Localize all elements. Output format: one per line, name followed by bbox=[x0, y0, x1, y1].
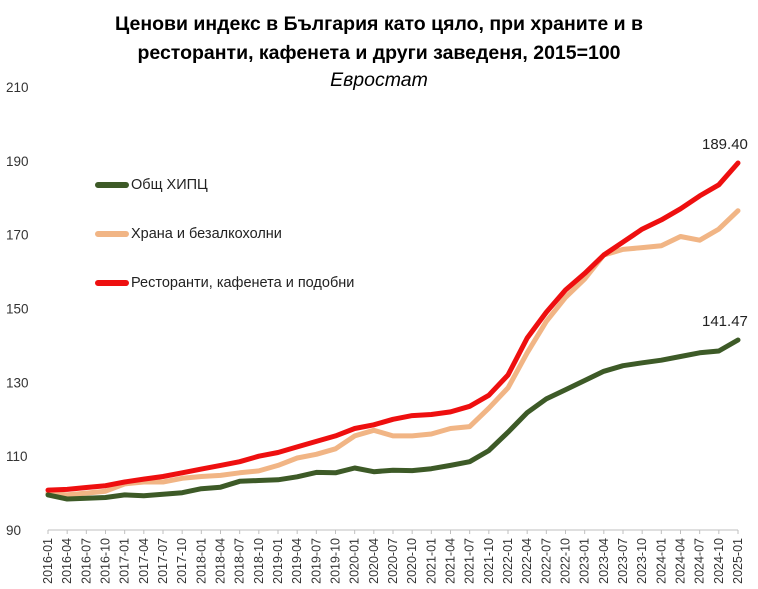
end-value-label: 141.47 bbox=[702, 313, 748, 330]
chart-title-line-1: Ценови индекс в България като цяло, при … bbox=[115, 13, 643, 35]
legend-swatch-overall bbox=[95, 182, 129, 188]
y-tick-label: 150 bbox=[6, 302, 29, 317]
x-tick-label: 2019-04 bbox=[290, 538, 304, 584]
x-axis: 2016-01 2016-04 2016-07 2016-10 2017-01 2017-… bbox=[41, 529, 745, 584]
x-tick-label: 2023-04 bbox=[597, 538, 611, 584]
y-tick-label: 190 bbox=[6, 154, 29, 169]
y-tick-label: 210 bbox=[6, 80, 29, 95]
x-tick-label: 2017-04 bbox=[137, 538, 151, 584]
legend-item-overall: Общ ХИПЦ bbox=[95, 175, 208, 195]
x-tick-label: 2024-04 bbox=[674, 538, 688, 584]
x-tick-label: 2016-07 bbox=[79, 538, 93, 584]
x-tick-label: 2021-01 bbox=[424, 538, 438, 584]
x-tick-label: 2016-04 bbox=[60, 538, 74, 584]
x-tick-label: 2016-01 bbox=[41, 538, 55, 584]
legend-label-restaurants: Ресторанти, кафенета и подобни bbox=[131, 275, 355, 291]
legend-swatch-restaurants bbox=[95, 280, 129, 286]
x-tick-label: 2019-01 bbox=[271, 538, 285, 584]
x-tick-label: 2025-01 bbox=[731, 538, 745, 584]
x-tick-label: 2022-01 bbox=[501, 538, 515, 584]
x-tick-label: 2022-04 bbox=[520, 538, 534, 584]
x-tick-label: 2024-07 bbox=[693, 538, 707, 584]
x-tick-label: 2021-07 bbox=[463, 538, 477, 584]
y-axis: 90 110 130 150 170 190 210 bbox=[6, 80, 29, 538]
series-line-restaurants bbox=[45, 160, 741, 493]
x-tick-label: 2021-04 bbox=[444, 538, 458, 584]
legend-item-restaurants: Ресторанти, кафенета и подобни bbox=[95, 273, 354, 293]
series-line-overall bbox=[45, 337, 741, 502]
y-tick-label: 110 bbox=[6, 449, 28, 464]
x-tick-label: 2024-01 bbox=[654, 538, 668, 584]
x-tick-label: 2019-10 bbox=[329, 538, 343, 584]
legend-item-food: Храна и безалкохолни bbox=[95, 224, 282, 244]
series-line-food bbox=[45, 208, 741, 498]
x-tick-label: 2018-01 bbox=[194, 538, 208, 584]
legend-swatch-food bbox=[95, 231, 129, 237]
x-tick-label: 2019-07 bbox=[309, 538, 323, 584]
chart-title: Ценови индекс в България като цяло, при … bbox=[0, 10, 758, 68]
x-tick-label: 2020-10 bbox=[405, 538, 419, 584]
legend-label-food: Храна и безалкохолни bbox=[131, 226, 282, 242]
x-tick-label: 2023-01 bbox=[578, 538, 592, 584]
y-tick-label: 130 bbox=[6, 375, 29, 390]
y-tick-label: 170 bbox=[6, 228, 29, 243]
x-tick-label: 2018-10 bbox=[252, 538, 266, 584]
x-tick-label: 2017-07 bbox=[156, 538, 170, 584]
x-tick-label: 2024-10 bbox=[712, 538, 726, 584]
x-tick-label: 2021-10 bbox=[482, 538, 496, 584]
x-tick-label: 2018-07 bbox=[233, 538, 247, 584]
end-value-label: 189.40 bbox=[702, 136, 748, 153]
x-tick-label: 2020-04 bbox=[367, 538, 381, 584]
series-lines bbox=[45, 160, 741, 502]
x-tick-label: 2017-01 bbox=[118, 538, 132, 584]
x-tick-label: 2022-07 bbox=[539, 538, 553, 584]
end-labels: 141.47 189.40 bbox=[702, 136, 748, 330]
x-tick-label: 2020-07 bbox=[386, 538, 400, 584]
x-tick-label: 2020-01 bbox=[348, 538, 362, 584]
x-tick-label: 2016-10 bbox=[99, 538, 113, 584]
y-tick-label: 90 bbox=[6, 523, 21, 538]
x-tick-label: 2018-04 bbox=[214, 538, 228, 584]
legend-label-overall: Общ ХИПЦ bbox=[131, 177, 208, 193]
x-tick-label: 2022-10 bbox=[559, 538, 573, 584]
x-tick-label: 2023-10 bbox=[635, 538, 649, 584]
x-tick-label: 2017-10 bbox=[175, 538, 189, 584]
x-tick-label: 2023-07 bbox=[616, 538, 630, 584]
chart-title-line-2: ресторанти, кафенета и други заведеня, 2… bbox=[137, 42, 621, 64]
chart-subtitle: Евростат bbox=[330, 69, 428, 91]
